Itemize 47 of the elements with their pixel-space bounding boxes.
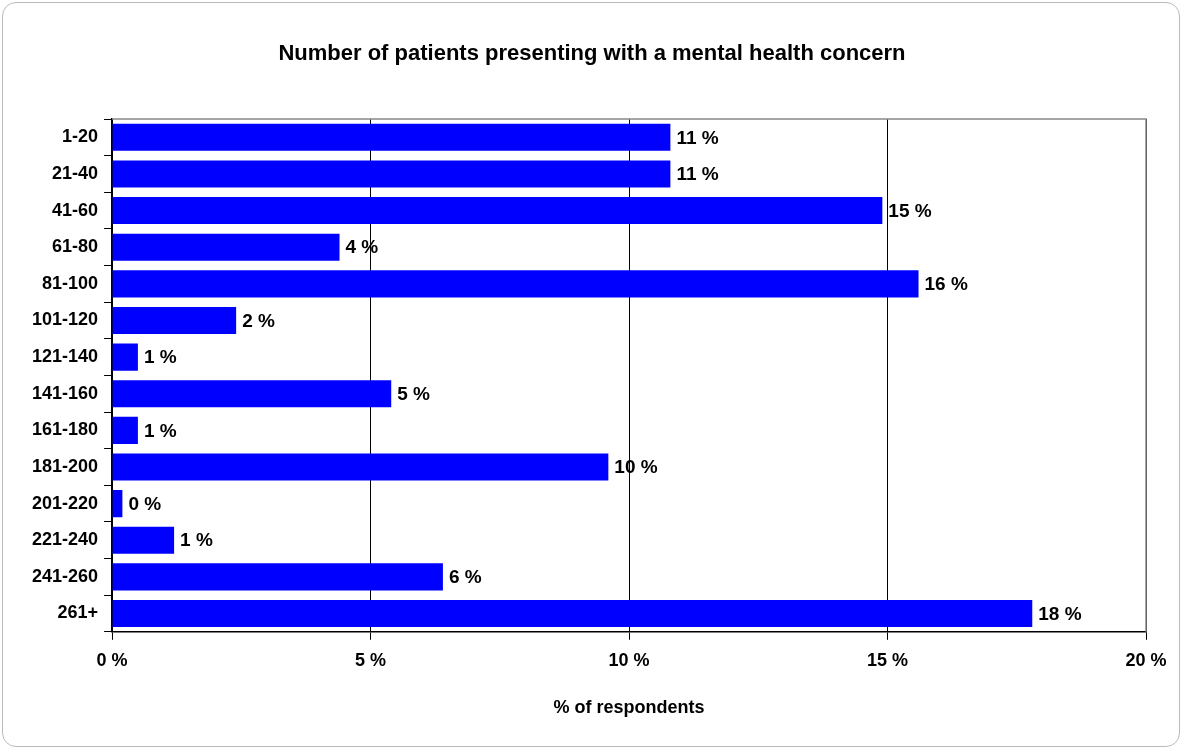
bar xyxy=(112,306,237,335)
y-tick-label: 261+ xyxy=(57,602,99,623)
bar xyxy=(112,343,138,371)
bar xyxy=(112,490,123,518)
bar xyxy=(112,599,1033,628)
x-tick-label: 0 % xyxy=(96,649,128,670)
chart-title: Number of patients presenting with a mental health concern xyxy=(277,40,907,66)
data-label: 11 % xyxy=(676,163,719,185)
y-tick-label: 161-180 xyxy=(32,419,99,440)
data-label: 2 % xyxy=(242,309,275,331)
y-tick-label: 41-60 xyxy=(52,199,99,220)
y-tick-label: 101-120 xyxy=(32,309,99,330)
bar xyxy=(112,123,671,151)
data-label: 1 % xyxy=(143,419,177,441)
x-tick-label: 20 % xyxy=(1125,649,1167,670)
data-label: 0 % xyxy=(128,492,162,514)
data-label: 1 % xyxy=(180,529,213,551)
bar xyxy=(112,160,671,188)
bar xyxy=(112,453,609,481)
x-tick-label: 10 % xyxy=(608,649,650,670)
data-label: 15 % xyxy=(888,199,932,221)
bar xyxy=(112,563,443,591)
y-tick-label: 61-80 xyxy=(52,236,99,257)
x-tick-label: 5 % xyxy=(355,649,387,670)
data-label: 18 % xyxy=(1038,602,1082,624)
x-tick-label: 15 % xyxy=(867,649,909,670)
bar xyxy=(112,233,340,261)
data-label: 11 % xyxy=(676,126,719,148)
y-tick-label: 121-140 xyxy=(32,346,99,367)
y-tick-label: 241-260 xyxy=(32,565,99,586)
data-label: 6 % xyxy=(448,566,482,588)
y-tick-label: 141-160 xyxy=(32,382,99,403)
y-tick-label: 81-100 xyxy=(42,272,99,293)
y-tick-label: 221-240 xyxy=(32,529,99,550)
y-tick-label: 21-40 xyxy=(52,162,99,183)
data-label: 5 % xyxy=(397,382,431,404)
bar xyxy=(112,197,883,225)
y-tick-label: 201-220 xyxy=(32,492,99,513)
bar xyxy=(112,270,919,298)
bar xyxy=(112,380,392,408)
y-tick-label: 181-200 xyxy=(32,455,99,476)
bar xyxy=(112,416,138,444)
bar xyxy=(112,526,175,554)
x-axis-title: % of respondents xyxy=(553,697,705,718)
y-tick-label: 1-20 xyxy=(62,126,99,147)
data-label: 1 % xyxy=(143,346,177,368)
data-label: 16 % xyxy=(924,273,968,295)
